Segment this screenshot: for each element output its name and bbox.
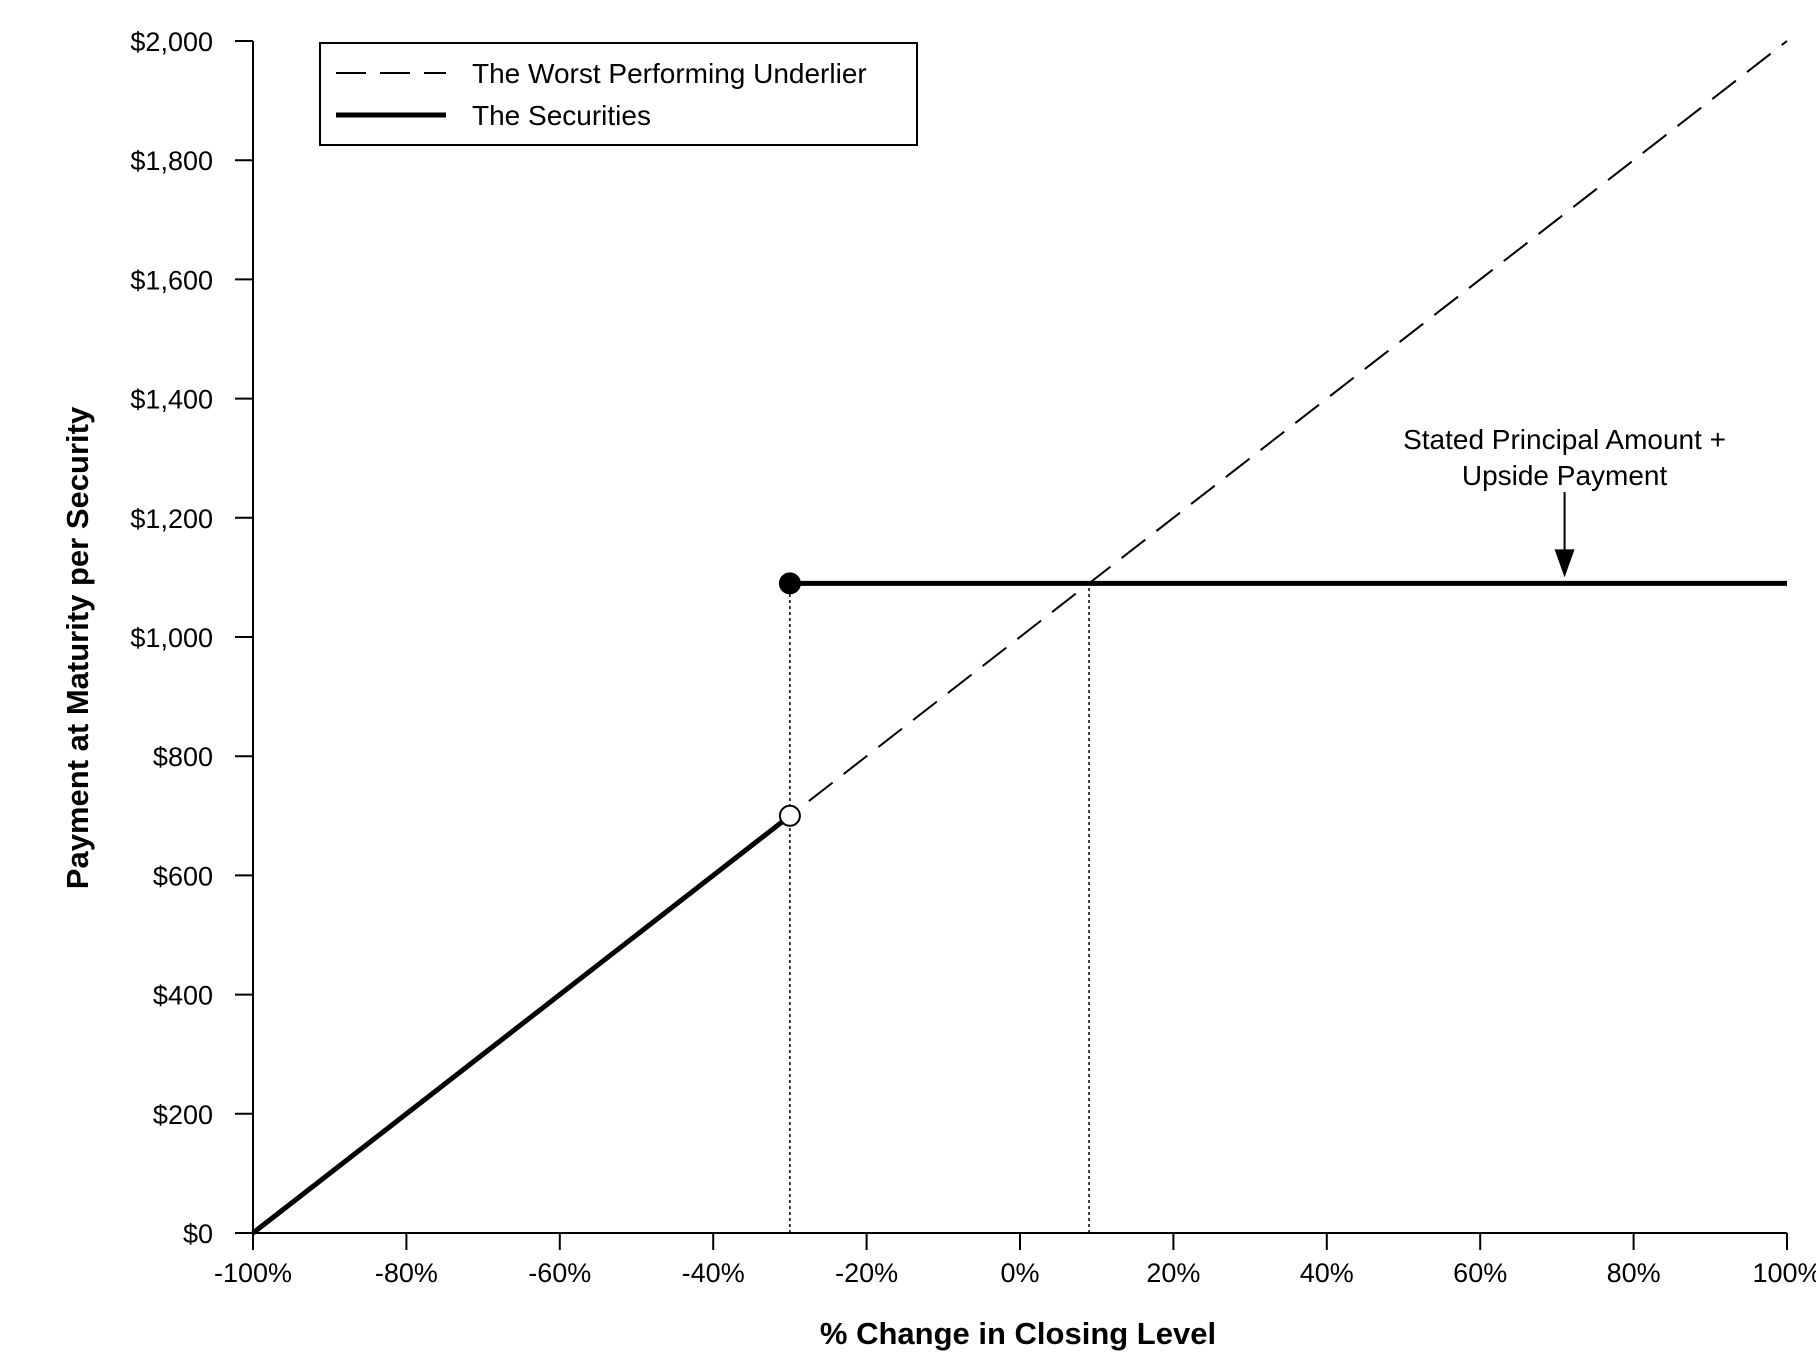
annotation-line-1: Stated Principal Amount +	[1403, 424, 1726, 455]
annotation-line-2: Upside Payment	[1462, 460, 1668, 491]
y-tick-label: $400	[153, 981, 213, 1011]
y-tick-label: $200	[153, 1100, 213, 1130]
reference-lines	[789, 583, 1090, 1233]
x-tick-label: -60%	[528, 1258, 591, 1288]
annotation-arrow-head	[1554, 549, 1575, 578]
x-tick-label: -100%	[214, 1258, 292, 1288]
x-tick-label: 80%	[1607, 1258, 1661, 1288]
x-tick-label: 60%	[1453, 1258, 1507, 1288]
legend-label-securities: The Securities	[472, 100, 651, 131]
filled-point-marker	[778, 572, 801, 595]
x-tick-label: -80%	[375, 1258, 438, 1288]
y-tick-label: $800	[153, 742, 213, 772]
series-segment-securities	[251, 813, 792, 1235]
x-tick-label: -40%	[682, 1258, 745, 1288]
axes: $0 $200 $400 $600 $800 $1,000 $1,200 $1,400 $1,6…	[130, 27, 1816, 1288]
y-tick-label: $0	[183, 1219, 213, 1249]
y-tick-label: $1,600	[130, 265, 213, 295]
x-tick-label: -20%	[835, 1258, 898, 1288]
annotation: Stated Principal Amount + Upside Payment	[1403, 424, 1726, 578]
legend-box	[319, 42, 918, 146]
y-tick-label: $600	[153, 861, 213, 891]
y-axis-title: Payment at Maturity per Security	[60, 406, 95, 889]
y-tick-label: $1,000	[130, 623, 213, 653]
series-layer	[251, 40, 1788, 1235]
y-tick-label: $1,800	[130, 146, 213, 176]
x-tick-label: 0%	[1000, 1258, 1039, 1288]
y-tick-label: $1,200	[130, 504, 213, 534]
legend-label-underlier: The Worst Performing Underlier	[472, 58, 867, 89]
x-tick-label: 100%	[1752, 1258, 1816, 1288]
x-tick-label: 20%	[1146, 1258, 1200, 1288]
y-tick-label: $1,400	[130, 385, 213, 415]
x-axis-title: % Change in Closing Level	[820, 1316, 1216, 1351]
x-tick-label: 40%	[1300, 1258, 1354, 1288]
y-tick-label: $2,000	[130, 27, 213, 57]
legend: The Worst Performing Underlier The Secur…	[319, 42, 918, 146]
open-point-marker	[778, 804, 801, 827]
